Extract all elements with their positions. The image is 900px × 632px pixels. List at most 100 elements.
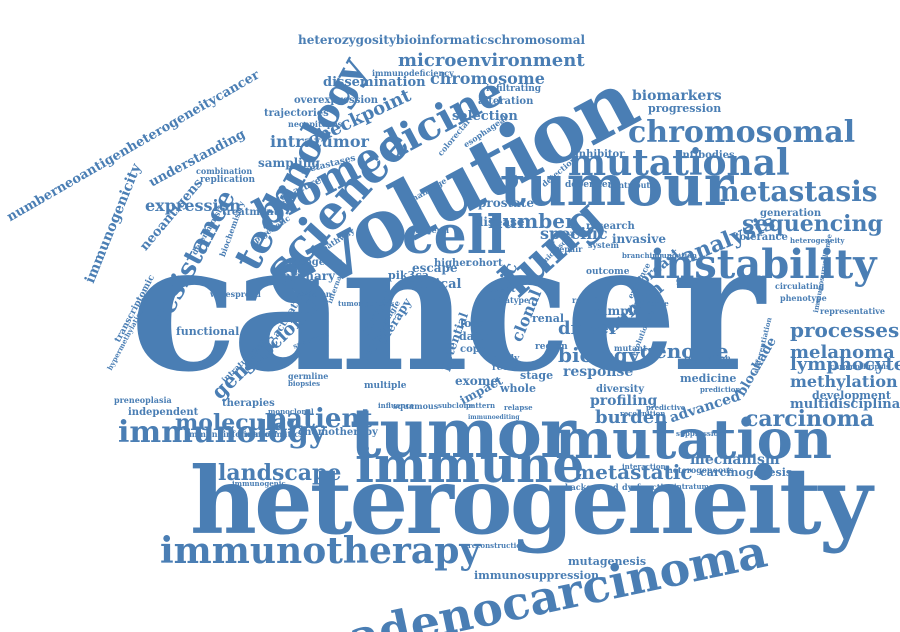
word-general: general — [415, 225, 450, 235]
word-primary: primary — [282, 269, 336, 283]
word-lymphocyte: lymphocyte — [790, 354, 900, 375]
word-research: research — [586, 221, 635, 232]
word-neoepitopes: neoepitopes — [288, 119, 343, 129]
word-heterogeneity: heterogeneity — [190, 447, 872, 555]
word-dysfunction: dysfunction — [622, 482, 675, 492]
word-intra: intra — [488, 295, 510, 305]
word-combination: combination — [196, 166, 253, 176]
word-stage: stage — [520, 369, 554, 382]
word-background: background — [565, 482, 619, 492]
word-diversity: diversity — [596, 384, 645, 395]
word-processes: processes — [790, 318, 900, 342]
word-evasion: evasion — [298, 289, 332, 299]
word-monoclonal: monoclonal — [268, 407, 314, 416]
word-replication: replication — [200, 175, 256, 185]
word-immunoinformatics: immunoinformatics — [186, 429, 275, 439]
word-selection: selection — [452, 109, 518, 124]
word-squamous: squamous — [393, 401, 439, 411]
word-relapse: relapse — [504, 403, 533, 412]
word-lineage: lineage — [640, 299, 669, 308]
word-reveal: reveal — [492, 363, 523, 373]
word-molecular: molecular — [175, 410, 299, 436]
word-therapies: therapies — [222, 398, 275, 409]
word-predictive: predictive — [646, 403, 686, 412]
word-alteration: alteration — [478, 96, 534, 107]
word-medicine: medicine — [680, 372, 737, 385]
word-clinical: clinical — [408, 277, 462, 292]
word-widespread: widespread — [210, 289, 261, 299]
word-whole: whole — [500, 382, 536, 395]
word-disease: disease — [475, 215, 525, 229]
word-type: type — [510, 295, 530, 305]
word-microenvironment: microenvironment — [398, 50, 585, 71]
word-region: region — [535, 342, 568, 352]
word-suppression: suppression — [676, 429, 724, 438]
word-reconstruction: reconstruction — [468, 541, 527, 550]
word-inhibitor: inhibitor — [575, 149, 625, 160]
word-landscape: landscape — [218, 460, 342, 486]
word-interaction: interaction — [622, 462, 666, 471]
word-higher: higher — [434, 258, 471, 269]
word-immunodeficiency: immunodeficiency — [372, 68, 454, 78]
word-patient: patient — [268, 404, 373, 434]
word-copy: copy — [460, 344, 486, 355]
word-expression: expression — [145, 196, 241, 215]
word-independent: independent — [128, 407, 199, 418]
word-prediction: prediction — [700, 385, 741, 394]
word-biology: biology — [558, 343, 640, 367]
word-immunogenic: immunogenic — [232, 479, 286, 488]
word-tumour: tumour — [500, 153, 734, 219]
word-immunology: immunology — [118, 415, 327, 450]
word-chromosomal: chromosomal — [628, 115, 856, 150]
word-development: development — [812, 389, 892, 402]
word-cohort: cohort — [466, 258, 503, 269]
word-multiple: multiple — [364, 381, 407, 391]
word-mutational: mutational — [568, 142, 790, 184]
word-regulation: regulation — [684, 353, 731, 363]
word-carcinoma: carcinoma — [745, 406, 875, 432]
word-burden: burden — [595, 407, 668, 428]
word-study: study — [492, 354, 520, 364]
word-oncogenic: oncogenic — [285, 257, 343, 268]
word-branching: branching — [622, 251, 663, 260]
word-preneoplasia: preneoplasia — [114, 395, 172, 405]
word-chromosome: chromosome — [430, 69, 545, 88]
word-prostate: prostate — [478, 196, 534, 210]
word-chromothripsis: chromothripsis — [830, 362, 890, 371]
word-multidisciplinary: multidisciplinary — [790, 397, 900, 412]
word-mutagenesis: mutagenesis — [568, 555, 647, 568]
word-tumorigenesis: tumorigenesis — [338, 299, 395, 308]
word-escape: escape — [412, 261, 458, 275]
word-representative: representative — [820, 306, 885, 316]
word-heterogeneous: heterogeneous — [667, 465, 734, 475]
word-dependent: dependent — [565, 180, 619, 190]
word-result: result — [572, 295, 599, 305]
word-bioinformatics: bioinformatics — [238, 429, 304, 439]
word-specific: specific — [540, 224, 608, 243]
word-intratumor: intratumor — [270, 132, 369, 151]
word-system: system — [588, 240, 619, 250]
word-mutant: mutant — [614, 343, 647, 353]
word-foundation: foundation — [654, 251, 697, 260]
word-subclone: subclone — [438, 401, 474, 410]
word-metastasis: metastasis — [710, 175, 878, 208]
word-outcome: outcome — [586, 267, 630, 277]
word-exome: exome — [455, 374, 499, 388]
word-overexpression: overexpression — [294, 95, 379, 106]
word-sample: sample — [593, 304, 641, 318]
word-methylation: methylation — [790, 372, 898, 391]
word-infiltrating: infiltrating — [486, 84, 542, 94]
word-immunotherapy: immunotherapy — [160, 530, 481, 572]
word-dissemination: dissemination — [323, 75, 426, 90]
word-instability: instability — [650, 241, 877, 288]
word-chemotherapy: chemotherapy — [298, 427, 378, 438]
word-pattern: pattern — [466, 401, 496, 410]
word-genome: genome — [640, 339, 729, 363]
word-phenotype: phenotype — [780, 293, 827, 303]
word-circulating: circulating — [775, 281, 825, 291]
word-driver: driver — [558, 318, 619, 339]
word-number: number — [488, 209, 576, 233]
word-renal: renal — [532, 312, 565, 325]
word-sequencing: sequencing — [742, 211, 883, 237]
